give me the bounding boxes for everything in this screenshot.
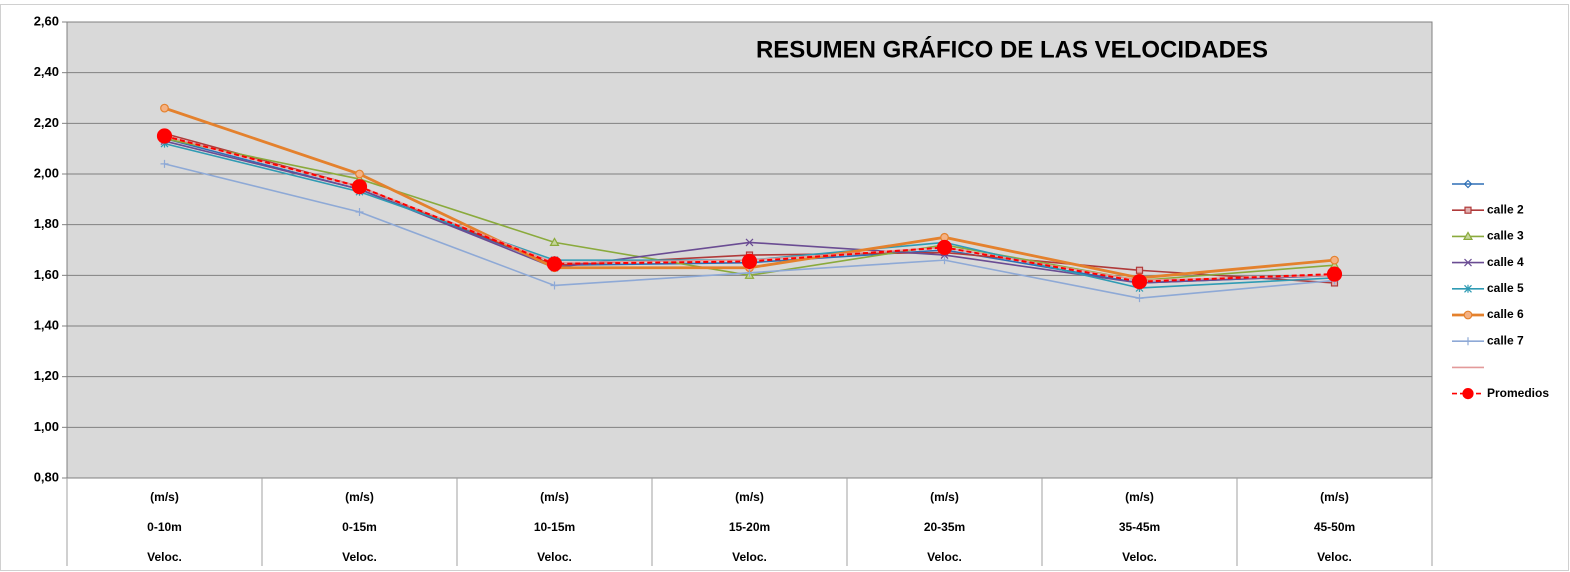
legend-label: calle 2 bbox=[1487, 202, 1524, 216]
legend-marker bbox=[1463, 310, 1473, 320]
x-tick-label: (m/s) bbox=[345, 490, 374, 504]
marker bbox=[160, 159, 169, 168]
legend-marker bbox=[1464, 337, 1472, 346]
x-tick-label: (m/s) bbox=[930, 490, 959, 504]
marker bbox=[355, 169, 364, 179]
y-tick-label: 2,20 bbox=[34, 115, 59, 130]
x-tick-label: Veloc. bbox=[147, 550, 182, 564]
marker bbox=[745, 238, 754, 247]
legend-label: calle 6 bbox=[1487, 307, 1524, 321]
legend-marker bbox=[1463, 179, 1473, 189]
marker bbox=[1330, 255, 1339, 265]
marker bbox=[1135, 294, 1144, 303]
x-tick-label: (m/s) bbox=[540, 490, 569, 504]
marker bbox=[1131, 274, 1148, 290]
marker bbox=[1326, 266, 1343, 282]
x-tick-label: Veloc. bbox=[1122, 550, 1157, 564]
x-tick-label: 45-50m bbox=[1314, 520, 1355, 534]
y-tick-label: 0,80 bbox=[34, 469, 59, 484]
legend-marker bbox=[1464, 206, 1472, 214]
marker bbox=[741, 253, 758, 269]
legend-label: calle 5 bbox=[1487, 281, 1524, 295]
x-tick-label: 0-15m bbox=[342, 520, 377, 534]
legend-marker bbox=[1464, 258, 1472, 267]
legend-marker bbox=[1462, 231, 1474, 240]
y-tick-label: 1,40 bbox=[34, 317, 59, 332]
marker bbox=[550, 281, 559, 290]
chart-title: RESUMEN GRÁFICO DE LAS VELOCIDADES bbox=[756, 35, 1268, 63]
marker bbox=[546, 256, 563, 272]
marker bbox=[1135, 266, 1144, 274]
marker bbox=[940, 256, 949, 265]
y-tick-label: 1,60 bbox=[34, 267, 59, 282]
x-tick-label: Veloc. bbox=[927, 550, 962, 564]
marker bbox=[745, 268, 754, 277]
y-tick-label: 2,60 bbox=[34, 13, 59, 28]
y-tick-label: 1,20 bbox=[34, 368, 59, 383]
x-tick-label: (m/s) bbox=[1125, 490, 1154, 504]
marker bbox=[355, 208, 364, 216]
x-tick-label: Veloc. bbox=[537, 550, 572, 564]
y-tick-label: 1,80 bbox=[34, 216, 59, 231]
y-tick-label: 2,00 bbox=[34, 165, 59, 180]
legend-marker bbox=[1464, 284, 1472, 293]
x-tick-label: Veloc. bbox=[342, 550, 377, 564]
legend-marker bbox=[1462, 388, 1474, 400]
legend-label: Promedios bbox=[1487, 386, 1549, 400]
legend-label: calle 4 bbox=[1487, 255, 1524, 269]
y-tick-label: 2,40 bbox=[34, 64, 59, 79]
x-tick-label: 10-15m bbox=[534, 520, 575, 534]
x-tick-label: (m/s) bbox=[150, 490, 179, 504]
x-tick-label: 20-35m bbox=[924, 520, 965, 534]
x-tick-label: 35-45m bbox=[1119, 520, 1160, 534]
y-tick-label: 1,00 bbox=[34, 419, 59, 434]
x-tick-label: (m/s) bbox=[1320, 490, 1349, 504]
legend-label: calle 3 bbox=[1487, 229, 1524, 243]
x-tick-label: Veloc. bbox=[1317, 550, 1352, 564]
marker bbox=[156, 128, 173, 144]
marker bbox=[351, 179, 368, 195]
plot-area bbox=[66, 21, 1433, 479]
x-tick-label: 0-10m bbox=[147, 520, 182, 534]
legend-label: calle 7 bbox=[1487, 333, 1524, 347]
marker bbox=[936, 239, 953, 256]
marker bbox=[160, 103, 169, 113]
marker bbox=[549, 237, 560, 246]
x-tick-label: 15-20m bbox=[729, 520, 770, 534]
x-tick-label: Veloc. bbox=[732, 550, 767, 564]
x-tick-label: (m/s) bbox=[735, 490, 764, 504]
